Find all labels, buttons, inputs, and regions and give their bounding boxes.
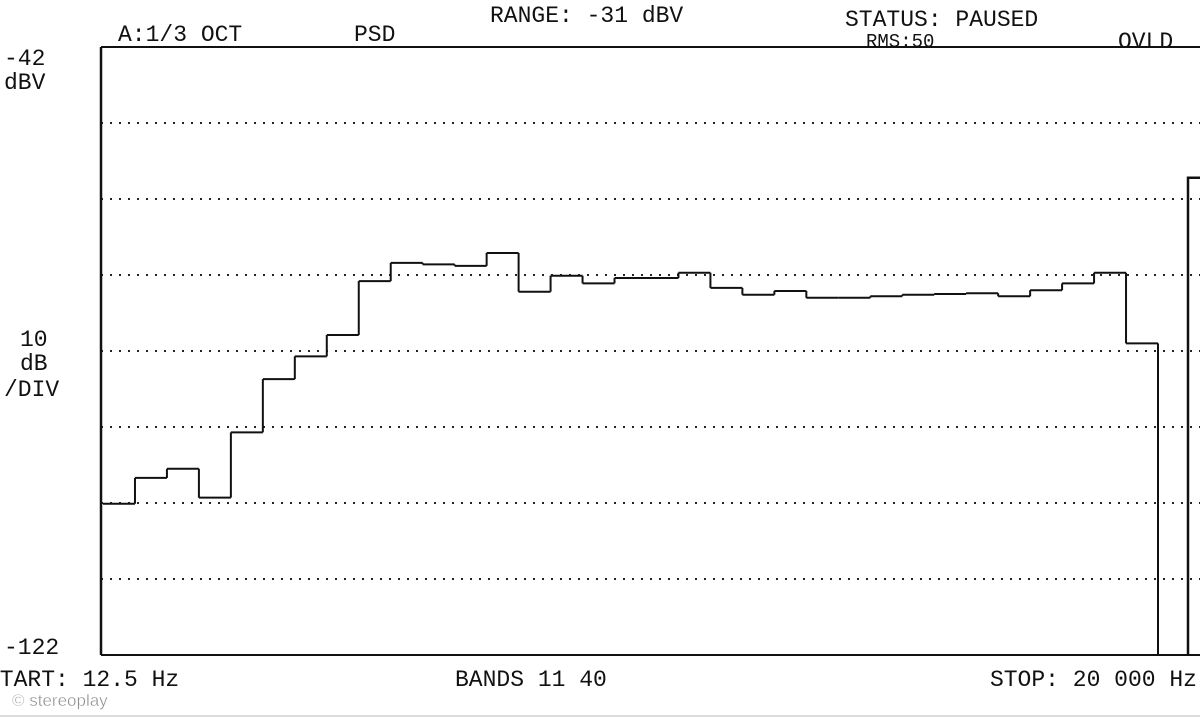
- start-label: START: 12.5 Hz: [0, 667, 179, 693]
- status-label: STATUS: PAUSED: [845, 7, 1038, 33]
- div-value: 10: [20, 327, 48, 353]
- rms-bar: [1186, 176, 1200, 655]
- copyright: © stereoplay: [12, 691, 108, 710]
- stop-label: STOP: 20 000 Hz: [990, 667, 1197, 693]
- range-label: RANGE: -31 dBV: [490, 3, 683, 29]
- overload-label: OVLD: [1118, 29, 1173, 55]
- bands-label: BANDS 11 40: [455, 667, 607, 693]
- y-unit: dBV: [4, 70, 46, 96]
- div-per: /DIV: [4, 377, 59, 403]
- y-tick-label: -122: [4, 635, 59, 661]
- y-tick-label: -42: [4, 46, 45, 72]
- measurement-label: PSD: [354, 22, 395, 48]
- rms-label: RMS:50: [866, 31, 934, 53]
- mode-label: A:1/3 OCT: [118, 22, 242, 48]
- div-unit: dB: [20, 351, 48, 377]
